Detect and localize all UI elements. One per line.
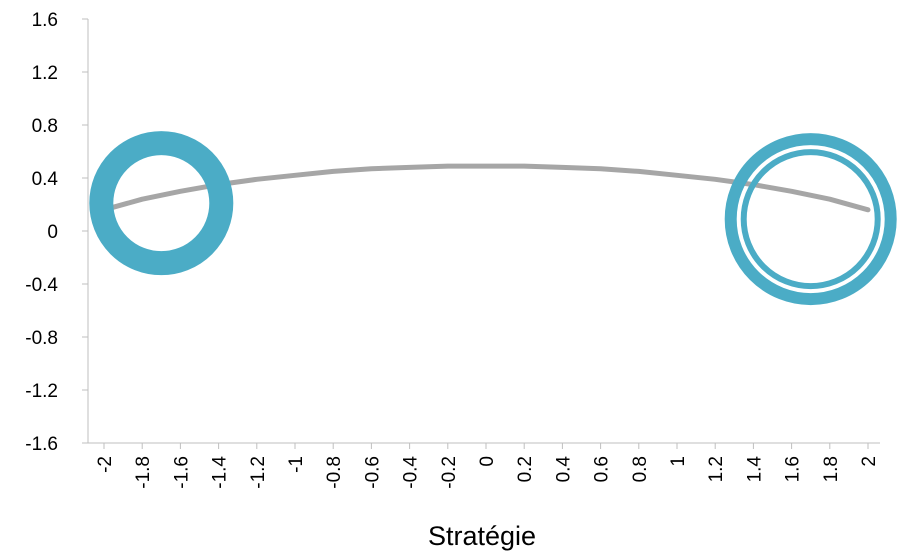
ring-marker-inner <box>740 149 881 290</box>
x-axis-label: Stratégie <box>428 521 536 551</box>
x-tick-label: -2 <box>95 456 116 473</box>
x-tick-label: -0.2 <box>439 456 460 489</box>
x-tick-label: -1 <box>286 456 307 473</box>
x-tick-label: -0.6 <box>362 456 383 489</box>
y-tick-label: -0.8 <box>25 328 58 349</box>
x-tick-label: 1.6 <box>783 456 804 482</box>
x-tick-label: 1.4 <box>744 456 765 483</box>
x-tick-label: -0.4 <box>401 456 422 489</box>
y-tick-label: -1.2 <box>25 381 58 402</box>
ring-marker-outer <box>724 133 897 306</box>
y-tick-label: 0 <box>47 222 58 243</box>
x-tick-label: 0 <box>477 456 498 467</box>
x-tick-label: -1.2 <box>248 456 269 489</box>
x-tick-label: 0.8 <box>630 456 651 482</box>
x-tick-label: 0.4 <box>553 456 574 483</box>
x-tick-label: -0.8 <box>324 456 345 489</box>
x-tick-labels: -2 -1.8 -1.6 -1.4 -1.2 -1 -0.8 -0.6 -0.4 -0.2 0 0.2… <box>95 456 880 489</box>
series-marks <box>89 131 897 306</box>
x-tick-label: 2 <box>859 456 880 467</box>
y-tick-label: 0.4 <box>32 169 59 190</box>
x-tick-label: 1 <box>668 456 689 467</box>
x-tick-label: -1.6 <box>171 456 192 489</box>
axes <box>82 18 880 449</box>
y-tick-labels: 1.6 1.2 0.8 0.4 0 -0.4 -0.8 -1.2 -1.6 <box>25 10 58 455</box>
y-tick-label: -0.4 <box>25 275 58 296</box>
y-tick-label: 0.8 <box>32 116 58 137</box>
x-tick-label: 1.8 <box>821 456 842 482</box>
y-tick-label: 1.2 <box>32 63 58 84</box>
x-tick-label: 0.2 <box>515 456 536 482</box>
x-tick-label: -1.8 <box>133 456 154 489</box>
y-tick-label: 1.6 <box>32 10 58 31</box>
x-tick-label: 0.6 <box>592 456 613 482</box>
x-tick-label: 1.2 <box>706 456 727 482</box>
ring-marker <box>89 131 234 276</box>
y-tick-label: -1.6 <box>25 434 58 455</box>
x-tick-label: -1.4 <box>210 456 231 489</box>
